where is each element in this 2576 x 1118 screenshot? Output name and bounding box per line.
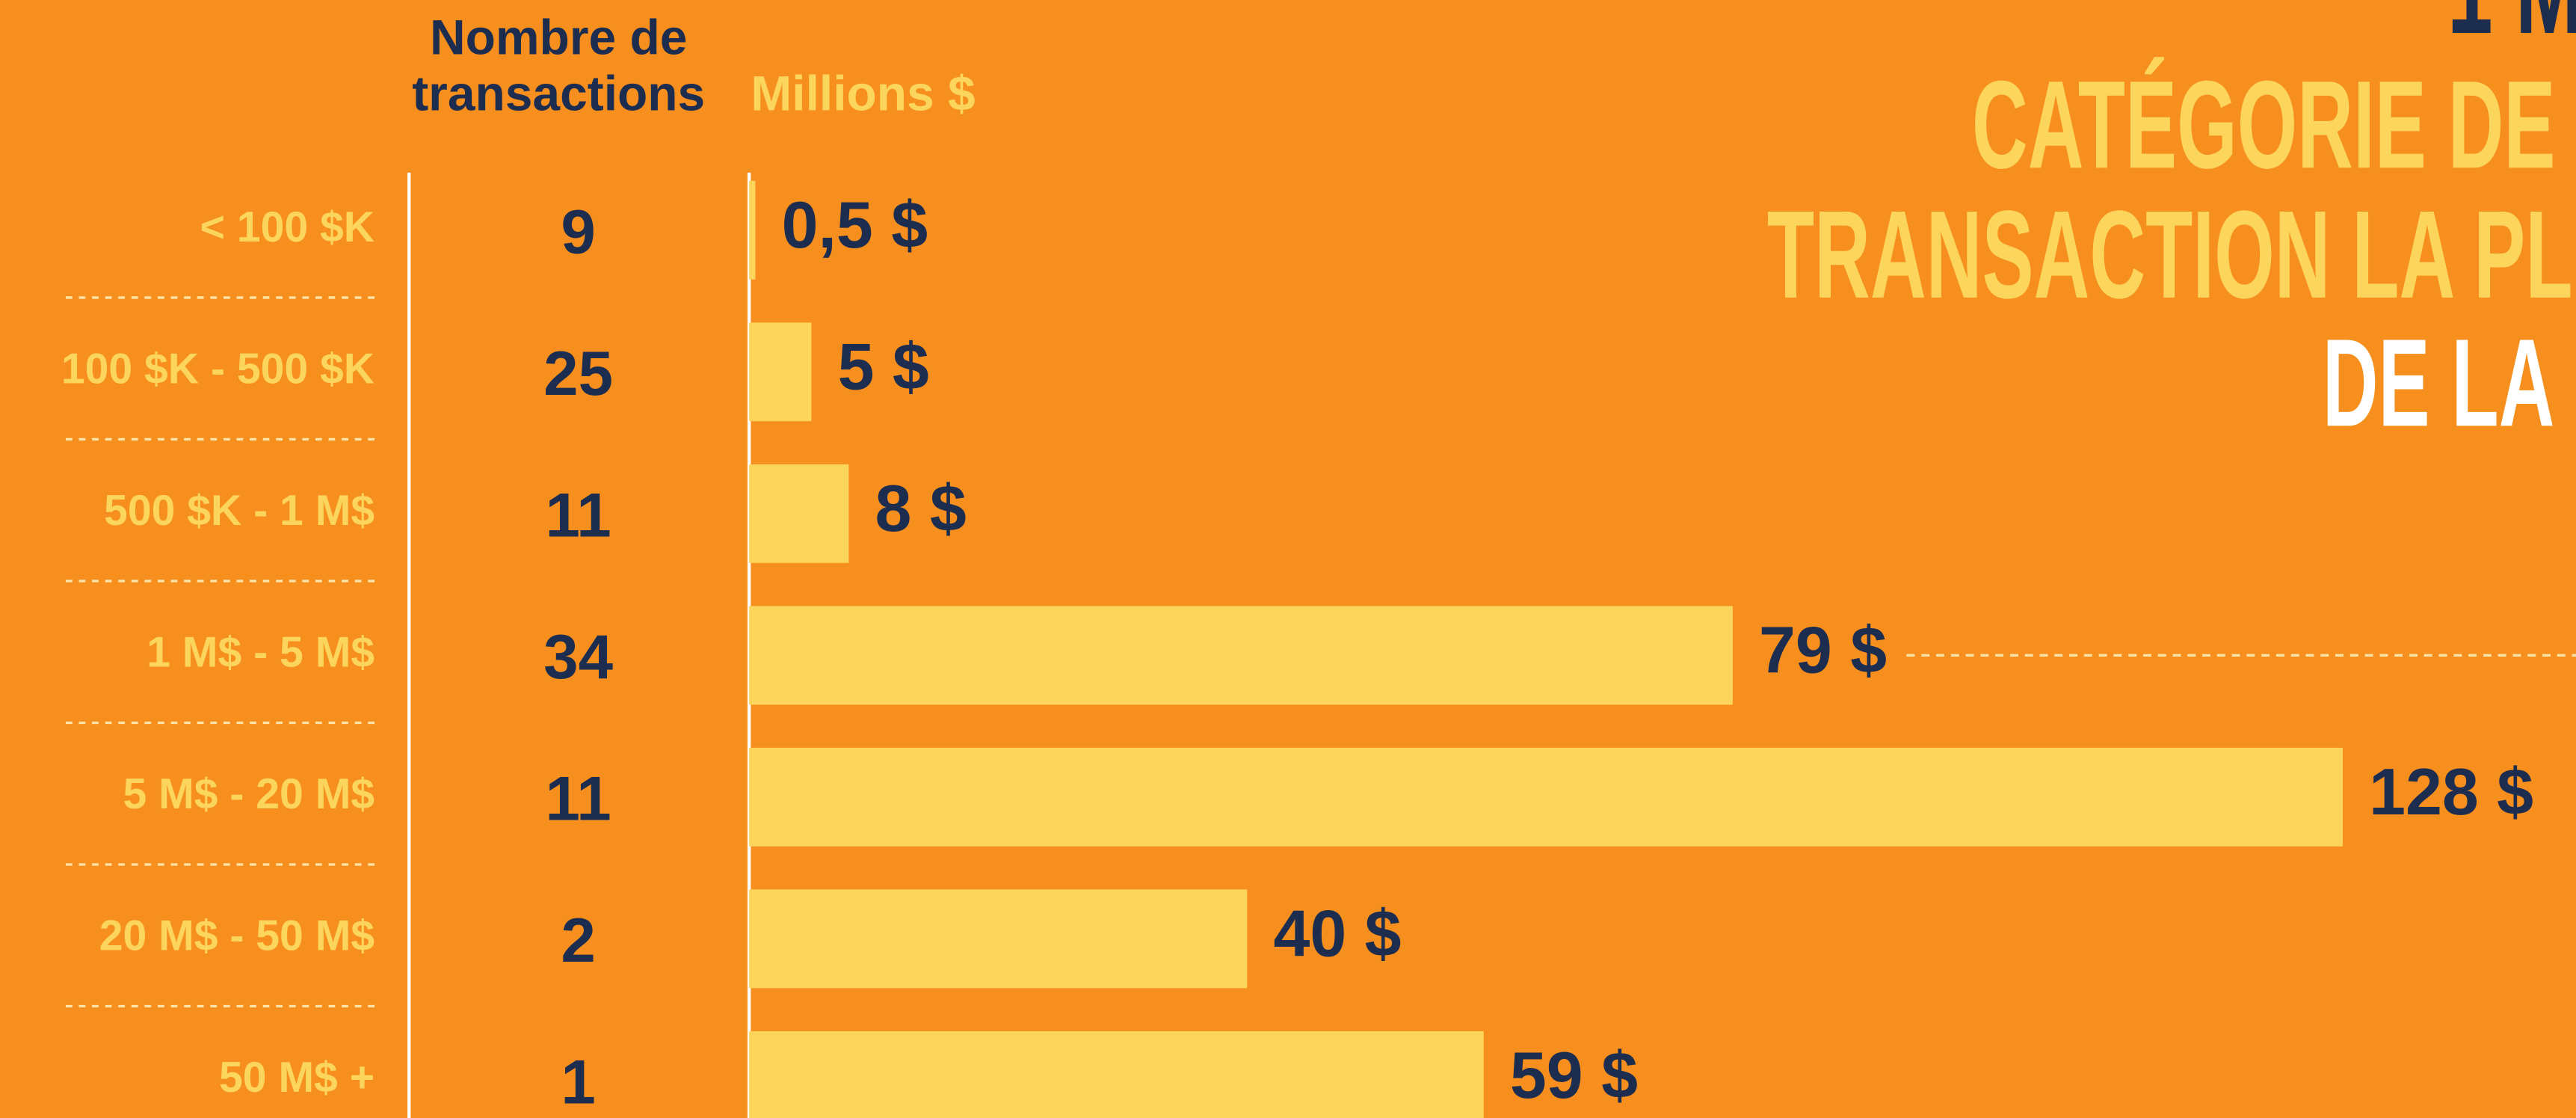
bar (749, 606, 1733, 705)
title-line: 1 M$ (2447, 0, 2576, 61)
category-label: 50 M$ + (219, 1054, 375, 1102)
bar (749, 747, 2343, 847)
count-label: 2 (561, 905, 595, 975)
value-label: 5 $ (838, 330, 929, 404)
bar (749, 180, 756, 280)
count-label: 11 (545, 480, 611, 550)
value-label: 40 $ (1273, 897, 1401, 971)
count-label: 9 (561, 197, 595, 267)
count-label: 25 (543, 338, 613, 408)
bar (749, 464, 849, 563)
value-label: 0,5 $ (782, 188, 928, 262)
value-label: 128 $ (2369, 755, 2533, 829)
category-label: < 100 $K (200, 203, 375, 251)
bar (749, 1031, 1484, 1118)
category-label: 500 $K - 1 M$ (104, 487, 375, 535)
value-label: 8 $ (875, 471, 967, 545)
title-line: CATÉGORIE DE V (1972, 55, 2576, 194)
column-header: Nombre de (430, 10, 687, 65)
count-label: 1 (561, 1047, 595, 1117)
title-line: TRANSACTION LA PLU (1767, 185, 2576, 325)
category-label: 5 M$ - 20 M$ (123, 770, 375, 818)
count-label: 34 (543, 621, 613, 692)
count-label: 11 (545, 764, 611, 834)
value-label: 59 $ (1510, 1038, 1638, 1112)
column-header: transactions (412, 65, 705, 120)
value-label: 79 $ (1759, 613, 1887, 687)
category-label: 1 M$ - 5 M$ (147, 628, 375, 676)
title-line: DE LA (2323, 313, 2555, 452)
column-header: Millions $ (751, 65, 975, 120)
bar (749, 889, 1248, 989)
bar (749, 322, 812, 422)
category-label: 20 M$ - 50 M$ (99, 912, 375, 959)
category-label: 100 $K - 500 $K (61, 345, 375, 393)
